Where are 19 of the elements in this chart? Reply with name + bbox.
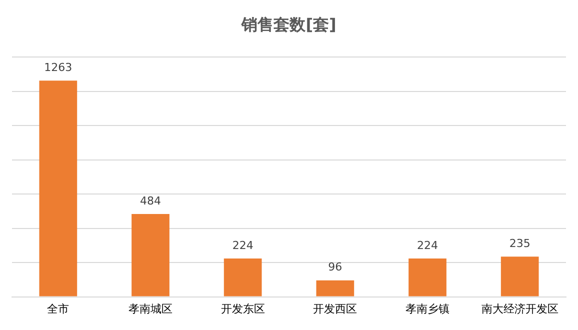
x-tick-label: 南大经济开发区 [481, 302, 558, 316]
bar [316, 280, 354, 296]
data-label: 484 [140, 194, 161, 208]
x-tick-label: 孝南城区 [128, 302, 172, 316]
data-label: 224 [417, 238, 438, 252]
data-label: 224 [232, 238, 254, 252]
x-tick-label: 孝南乡镇 [406, 302, 450, 316]
x-tick-label: 全市 [47, 302, 70, 316]
x-tick-label: 开发东区 [220, 302, 265, 316]
x-tick-label: 开发西区 [313, 302, 358, 316]
bar [132, 214, 170, 296]
data-label: 1263 [44, 61, 72, 74]
bar [408, 258, 446, 296]
data-label: 96 [328, 260, 342, 274]
bar [500, 256, 539, 296]
data-label: 235 [509, 236, 530, 250]
bar [224, 258, 262, 296]
bar [39, 80, 78, 296]
chart-title: 销售套数[套] [240, 14, 336, 34]
